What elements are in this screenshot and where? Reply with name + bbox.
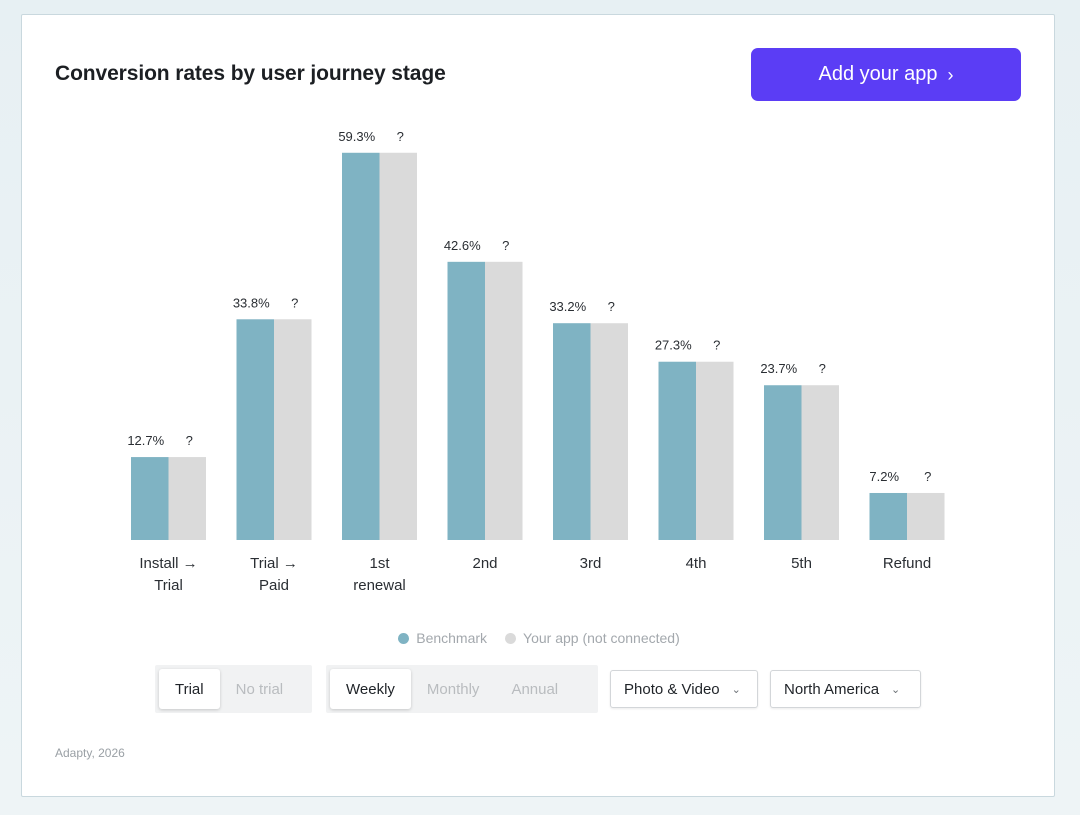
benchmark-value-label-0: 12.7% bbox=[127, 433, 164, 448]
category-label-1-1: Paid bbox=[259, 577, 289, 594]
region-dropdown-value: North America bbox=[784, 680, 880, 698]
chart-legend: Benchmark Your app (not connected) bbox=[22, 630, 1056, 646]
benchmark-bar-4 bbox=[553, 323, 591, 540]
your-app-value-label-0: ? bbox=[186, 433, 193, 448]
legend-dot-your-app bbox=[505, 632, 517, 644]
legend-item-benchmark: Benchmark bbox=[398, 630, 487, 646]
your-app-value-label-2: ? bbox=[397, 129, 404, 144]
category-label-4-0: 3rd bbox=[580, 555, 602, 572]
category-label-2-0: 1st bbox=[369, 555, 390, 572]
your-app-value-label-1: ? bbox=[291, 295, 298, 310]
chevron-right-icon: › bbox=[947, 64, 954, 85]
category-label-2-1: renewal bbox=[353, 577, 406, 594]
benchmark-value-label-6: 23.7% bbox=[760, 361, 797, 376]
legend-label-your-app: Your app (not connected) bbox=[523, 630, 680, 646]
legend-item-your-app: Your app (not connected) bbox=[505, 630, 680, 646]
benchmark-value-label-7: 7.2% bbox=[869, 469, 899, 484]
category-label-6-0: 5th bbox=[791, 555, 812, 572]
chevron-down-icon: ⌄ bbox=[891, 683, 901, 696]
bar-chart: 12.7% ? Install → Trial 33.8% ? Trial → Paid 59.… bbox=[127, 129, 945, 594]
legend-label-benchmark: Benchmark bbox=[416, 630, 488, 646]
chevron-down-icon: ⌄ bbox=[731, 683, 741, 696]
add-your-app-button[interactable]: Add your app › bbox=[751, 48, 1021, 101]
your-app-bar-1 bbox=[274, 319, 312, 540]
trial-option-trial[interactable]: Trial bbox=[159, 669, 220, 709]
period-option-weekly[interactable]: Weekly bbox=[330, 669, 411, 709]
benchmark-value-label-2: 59.3% bbox=[338, 129, 375, 144]
period-option-monthly[interactable]: Monthly bbox=[426, 680, 480, 698]
benchmark-value-label-3: 42.6% bbox=[444, 238, 481, 253]
add-your-app-label: Add your app bbox=[818, 63, 938, 85]
benchmark-bar-2 bbox=[342, 152, 380, 540]
category-dropdown-value: Photo & Video bbox=[624, 680, 720, 698]
period-toggle: Weekly Monthly Annual bbox=[326, 665, 598, 713]
your-app-bar-0 bbox=[168, 457, 206, 540]
your-app-bar-3 bbox=[485, 261, 523, 540]
your-app-value-label-6: ? bbox=[819, 361, 826, 376]
source-footer: Adapty, 2026 bbox=[55, 746, 125, 760]
benchmark-value-label-5: 27.3% bbox=[655, 338, 692, 353]
benchmark-bar-3 bbox=[447, 261, 485, 540]
category-label-5-0: 4th bbox=[686, 555, 707, 572]
benchmark-bar-0 bbox=[131, 457, 169, 540]
category-label-0-0: Install → bbox=[139, 555, 197, 572]
benchmark-value-label-4: 33.2% bbox=[549, 299, 586, 314]
your-app-bar-2 bbox=[379, 152, 417, 540]
region-dropdown[interactable]: North America ⌄ bbox=[770, 670, 921, 708]
trial-option-no-trial[interactable]: No trial bbox=[235, 680, 284, 698]
category-label-3-0: 2nd bbox=[472, 555, 497, 572]
category-label-7-0: Refund bbox=[883, 555, 931, 572]
category-label-0-1: Trial bbox=[154, 577, 183, 594]
your-app-value-label-4: ? bbox=[608, 299, 615, 314]
your-app-bar-5 bbox=[696, 361, 734, 540]
legend-dot-benchmark bbox=[398, 632, 410, 644]
your-app-value-label-7: ? bbox=[924, 469, 931, 484]
your-app-value-label-5: ? bbox=[713, 338, 720, 353]
page-title: Conversion rates by user journey stage bbox=[55, 62, 446, 85]
your-app-bar-4 bbox=[590, 323, 628, 540]
category-dropdown[interactable]: Photo & Video ⌄ bbox=[610, 670, 758, 708]
benchmark-value-label-1: 33.8% bbox=[233, 295, 270, 310]
chart-card: Conversion rates by user journey stage A… bbox=[21, 14, 1055, 797]
your-app-bar-6 bbox=[801, 385, 839, 540]
benchmark-bar-1 bbox=[236, 319, 274, 540]
your-app-bar-7 bbox=[907, 492, 945, 540]
benchmark-bar-5 bbox=[658, 361, 696, 540]
benchmark-bar-7 bbox=[869, 492, 907, 540]
category-label-1-0: Trial → bbox=[250, 555, 298, 572]
benchmark-bar-6 bbox=[764, 385, 802, 540]
trial-toggle: Trial No trial bbox=[155, 665, 312, 713]
period-option-annual[interactable]: Annual bbox=[511, 680, 559, 698]
your-app-value-label-3: ? bbox=[502, 238, 509, 253]
